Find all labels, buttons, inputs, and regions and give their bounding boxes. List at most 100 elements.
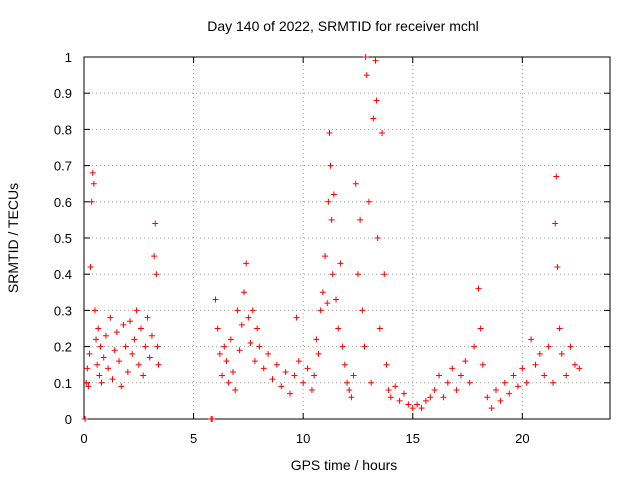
grid-lines	[84, 57, 610, 419]
x-tick-label: 0	[80, 431, 87, 446]
data-point	[514, 383, 521, 390]
data-point	[405, 401, 412, 408]
data-point	[370, 115, 377, 122]
x-tick-label: 15	[406, 431, 420, 446]
x-tick-labels: 0 5 10 15 20	[80, 431, 529, 446]
data-point	[567, 343, 574, 350]
data-point	[368, 379, 375, 386]
data-point	[427, 394, 434, 401]
data-point	[313, 336, 320, 343]
data-point	[329, 271, 336, 278]
data-point	[400, 390, 407, 397]
data-point	[273, 361, 280, 368]
data-point	[317, 307, 324, 314]
data-point	[230, 368, 237, 375]
data-point	[362, 54, 369, 60]
data-point	[361, 343, 368, 350]
data-point	[234, 307, 241, 314]
y-tick-label: 0.8	[54, 122, 72, 137]
data-point	[113, 329, 120, 336]
data-point	[232, 387, 239, 394]
data-point	[519, 365, 526, 372]
data-point	[328, 216, 335, 223]
data-point	[144, 314, 151, 321]
data-point	[436, 372, 443, 379]
data-point	[330, 191, 337, 198]
data-point	[209, 416, 216, 422]
data-point	[479, 361, 486, 368]
data-point	[501, 379, 508, 386]
y-tick-label: 0	[65, 412, 72, 427]
data-point	[553, 173, 560, 180]
data-point	[372, 57, 379, 64]
data-point	[322, 253, 329, 260]
data-point	[86, 350, 93, 357]
x-axis-label: GPS time / hours	[291, 457, 398, 473]
data-point	[341, 361, 348, 368]
data-point	[327, 162, 334, 169]
y-tick-label: 1	[65, 50, 72, 65]
data-point	[414, 401, 421, 408]
data-point	[506, 390, 513, 397]
data-point	[142, 343, 149, 350]
data-point	[576, 365, 583, 372]
data-point	[223, 358, 230, 365]
data-point	[212, 296, 219, 303]
y-tick-label: 0.4	[54, 267, 72, 282]
data-point	[85, 383, 92, 390]
data-point	[541, 372, 548, 379]
data-point	[392, 383, 399, 390]
y-tick-label: 0.7	[54, 159, 72, 174]
data-point	[324, 300, 331, 307]
data-point	[254, 325, 261, 332]
data-point	[84, 365, 91, 372]
data-point	[83, 379, 90, 386]
data-point	[387, 394, 394, 401]
data-point	[221, 343, 228, 350]
data-point	[153, 271, 160, 278]
data-points	[82, 54, 583, 422]
data-point	[265, 350, 272, 357]
data-point	[422, 397, 429, 404]
data-point	[449, 365, 456, 372]
axis-ticks	[83, 56, 610, 420]
data-point	[363, 72, 370, 79]
data-point	[256, 343, 263, 350]
data-point	[240, 289, 247, 296]
data-point	[129, 350, 136, 357]
data-point	[122, 343, 129, 350]
data-point	[225, 379, 232, 386]
data-point	[219, 372, 226, 379]
data-point	[87, 263, 94, 270]
data-point	[308, 387, 315, 394]
data-point	[152, 220, 159, 227]
data-point	[497, 397, 504, 404]
data-point	[325, 198, 332, 205]
x-tick-label: 10	[296, 431, 310, 446]
data-point	[374, 235, 381, 241]
y-axis-label: SRMTID / TECUs	[5, 183, 21, 293]
data-point	[135, 361, 142, 368]
data-point	[346, 387, 353, 394]
data-point	[304, 365, 311, 372]
data-point	[95, 325, 102, 332]
data-point	[118, 383, 125, 390]
data-point	[249, 307, 256, 314]
data-point	[440, 394, 447, 401]
data-point	[457, 372, 464, 379]
data-point	[333, 296, 340, 303]
data-point	[550, 379, 557, 386]
data-point	[536, 350, 543, 357]
data-point	[154, 343, 161, 350]
data-point	[131, 336, 138, 343]
data-point	[133, 307, 140, 314]
data-point	[124, 368, 131, 375]
data-point	[379, 130, 386, 137]
data-point	[493, 387, 500, 394]
data-point	[344, 379, 350, 386]
data-point	[109, 376, 116, 383]
y-tick-label: 0.6	[54, 195, 72, 210]
data-point	[311, 372, 318, 379]
data-point	[326, 130, 333, 137]
